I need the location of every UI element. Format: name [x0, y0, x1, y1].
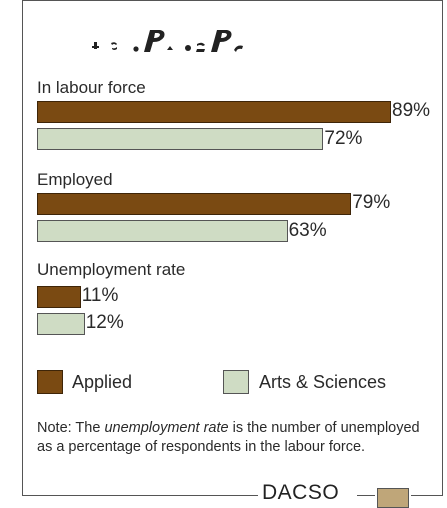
frame-bottom-right — [411, 495, 443, 496]
title-glyph-fragments — [92, 30, 243, 52]
value-label-applied-employed: 79% — [352, 192, 391, 213]
category-label-in-labour-force: In labour force — [37, 78, 146, 97]
legend-label-arts-sciences: Arts & Sciences — [259, 372, 387, 392]
legend-swatch-applied — [37, 370, 63, 394]
value-label-arts-employed: 63% — [288, 220, 327, 241]
footnote-prefix: Note: The — [37, 420, 105, 436]
value-label-applied-unemployment-rate: 11% — [81, 285, 119, 306]
dacso-logo-text: DACSO — [262, 481, 340, 504]
bar-applied-employed — [37, 193, 352, 215]
bar-arts-in-labour-force — [37, 128, 324, 150]
bar-arts-employed — [37, 220, 288, 242]
legend-swatch-arts-sciences — [223, 370, 249, 394]
frame-bottom-left — [22, 495, 258, 496]
footnote-emphasis: unemployment rate — [104, 420, 229, 436]
value-label-arts-unemployment-rate: 12% — [85, 312, 124, 333]
bar-arts-unemployment-rate — [37, 313, 85, 335]
value-label-applied-in-labour-force: 89% — [392, 100, 431, 121]
bar-applied-unemployment-rate — [37, 286, 81, 308]
footnote: Note: The unemployment rate is the numbe… — [37, 419, 427, 457]
bar-applied-in-labour-force — [37, 101, 391, 123]
value-label-arts-in-labour-force: 72% — [324, 128, 363, 149]
frame-bottom-mid — [357, 495, 375, 496]
chart-frame — [22, 0, 443, 496]
dacso-logo-box — [377, 488, 409, 508]
legend-label-applied: Applied — [72, 372, 133, 392]
category-label-unemployment-rate: Unemployment rate — [37, 260, 186, 279]
footnote-suffix: is the number of unemployed as a percent… — [37, 420, 420, 455]
category-label-employed: Employed — [37, 170, 113, 189]
